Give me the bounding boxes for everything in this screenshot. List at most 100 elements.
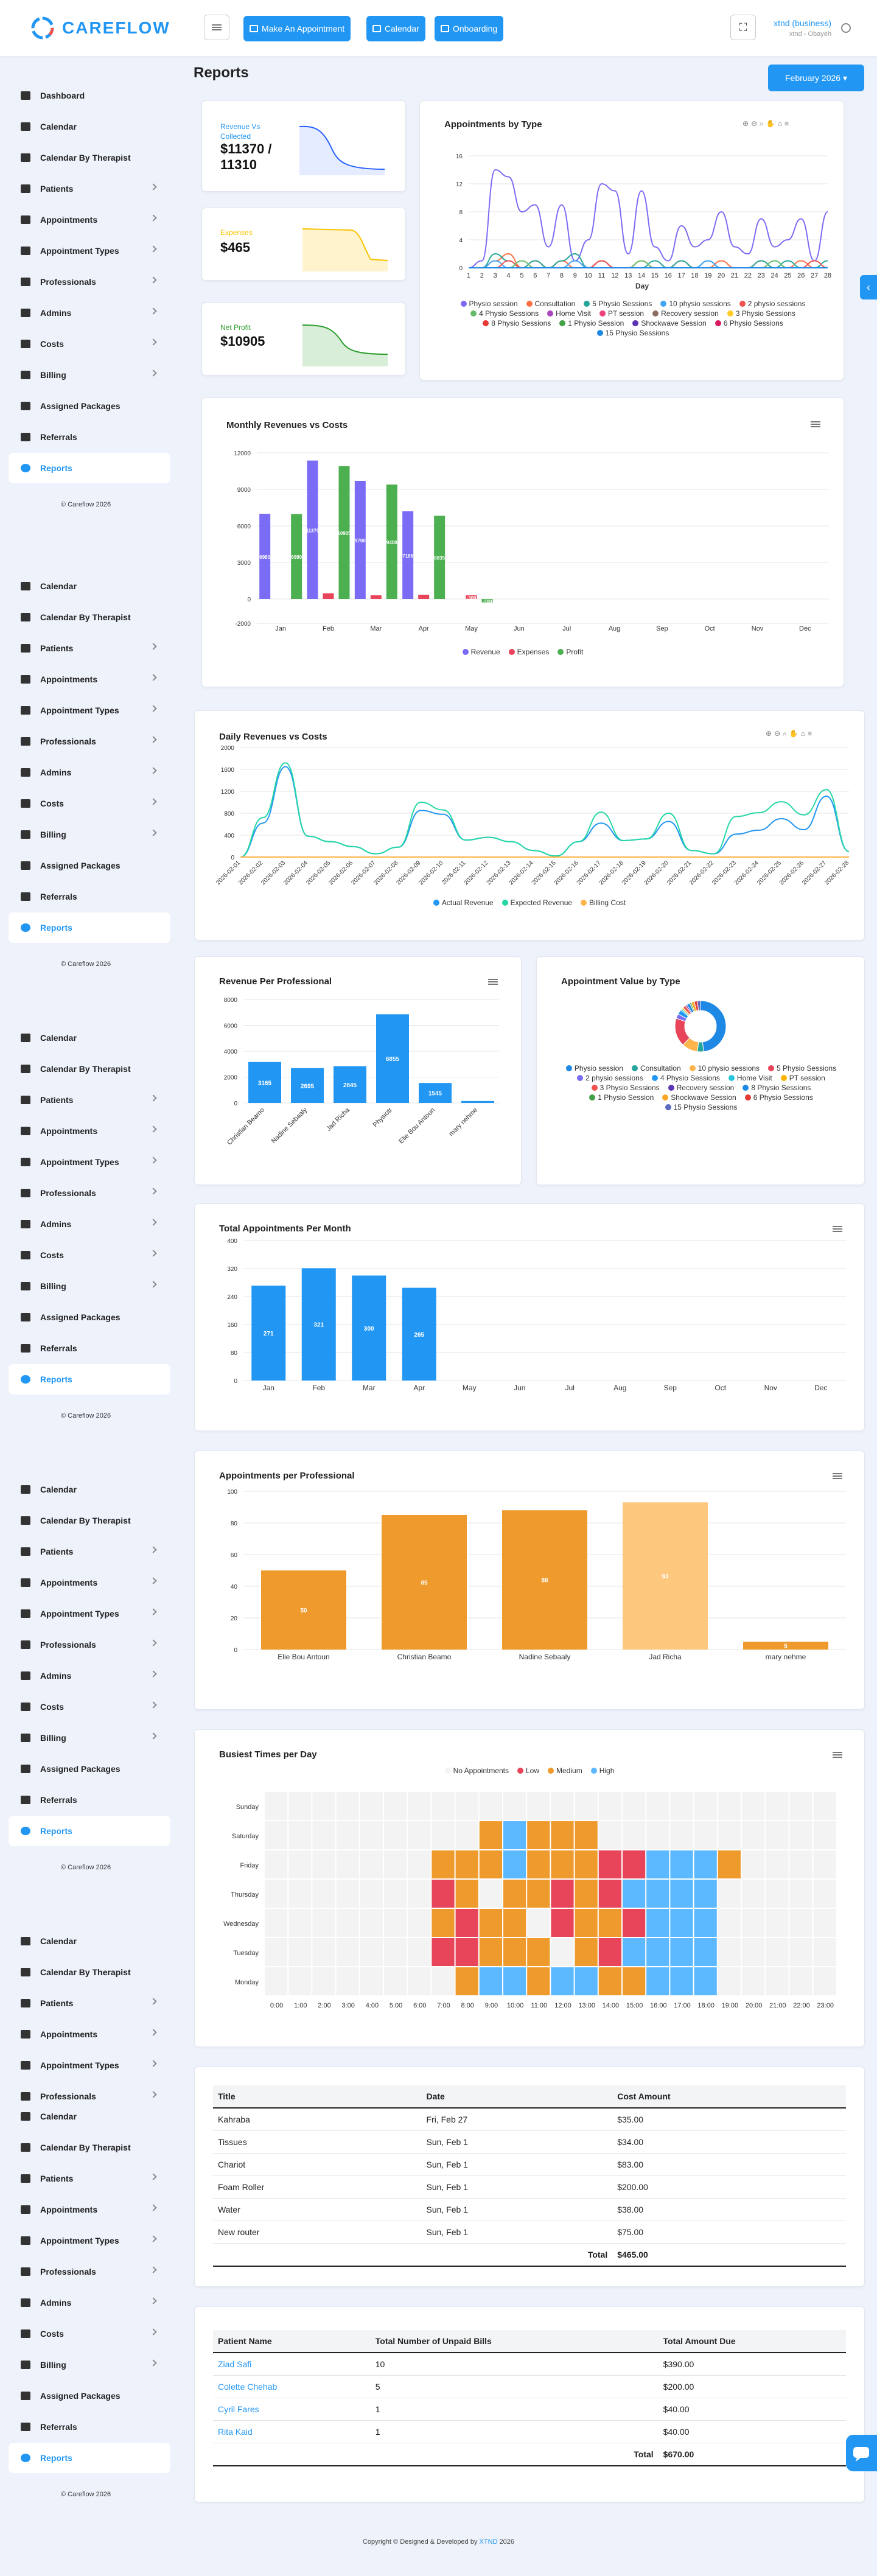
sidebar-item-calendar[interactable]: Calendar — [9, 2101, 170, 2132]
legend-item[interactable]: 4 Physio Sessions — [651, 1074, 720, 1082]
table-cell[interactable]: Rita Kaid — [213, 2420, 371, 2443]
legend-item[interactable]: 3 Physio Sessions — [727, 309, 795, 318]
sidebar-item-calendar[interactable]: Calendar — [9, 571, 170, 601]
sidebar-item-reports[interactable]: Reports — [9, 1364, 170, 1395]
sidebar-item-appointments[interactable]: Appointments — [9, 205, 170, 235]
sidebar-item-appointments[interactable]: Appointments — [9, 1567, 170, 1598]
legend-item[interactable]: Recovery session — [668, 1083, 734, 1092]
onboarding-button[interactable]: Onboarding — [435, 16, 504, 41]
legend-item[interactable]: 10 physio sessions — [660, 299, 731, 308]
legend-item[interactable]: 10 physio sessions — [689, 1064, 760, 1073]
careflow-logo[interactable]: CAREFLOW — [29, 15, 170, 41]
pan-icon[interactable]: ✋ — [789, 729, 798, 738]
zoom-out-icon[interactable]: ⊖ — [774, 729, 781, 738]
sidebar-item-calendar[interactable]: Calendar — [9, 1474, 170, 1505]
legend-item[interactable]: PT session — [780, 1074, 825, 1082]
sidebar-item-billing[interactable]: Billing — [9, 2350, 170, 2380]
menu-icon[interactable]: ≡ — [808, 729, 812, 738]
sidebar-item-appointment-types[interactable]: Appointment Types — [9, 1147, 170, 1177]
legend-item[interactable]: Home Visit — [728, 1074, 772, 1082]
legend-item[interactable]: Low — [517, 1766, 539, 1775]
legend-item[interactable]: Medium — [548, 1766, 582, 1775]
legend-item[interactable]: Physio session — [565, 1064, 623, 1073]
sidebar-item-appointment-types[interactable]: Appointment Types — [9, 2050, 170, 2081]
sidebar-item-billing[interactable]: Billing — [9, 1723, 170, 1753]
legend-item[interactable]: 4 Physio Sessions — [470, 309, 539, 318]
sidebar-item-costs[interactable]: Costs — [9, 1692, 170, 1722]
sidebar-item-calendar-by-therapist[interactable]: Calendar By Therapist — [9, 602, 170, 632]
sidebar-item-appointment-types[interactable]: Appointment Types — [9, 1598, 170, 1629]
table-cell[interactable]: Colette Chehab — [213, 2375, 371, 2398]
sidebar-item-admins[interactable]: Admins — [9, 757, 170, 788]
sidebar-item-appointments[interactable]: Appointments — [9, 1116, 170, 1146]
legend-item[interactable]: Actual Revenue — [433, 898, 494, 907]
legend-item[interactable]: No Appointments — [444, 1766, 509, 1775]
legend-item[interactable]: 5 Physio Sessions — [584, 299, 652, 308]
sidebar-item-calendar-by-therapist[interactable]: Calendar By Therapist — [9, 1505, 170, 1536]
sidebar-item-patients[interactable]: Patients — [9, 1085, 170, 1115]
legend-item[interactable]: 5 Physio Sessions — [768, 1064, 836, 1073]
magnifier-icon[interactable]: ⌕ — [760, 119, 764, 128]
table-cell[interactable]: Ziad Safi — [213, 2353, 371, 2376]
chart-toolbar[interactable]: ⊕ ⊖ ⌕ ✋ ⌂ ≡ — [766, 729, 812, 738]
legend-item[interactable]: Home Visit — [547, 309, 591, 318]
sidebar-item-professionals[interactable]: Professionals — [9, 1629, 170, 1660]
table-cell[interactable]: Cyril Fares — [213, 2398, 371, 2421]
sidebar-item-reports[interactable]: Reports — [9, 1816, 170, 1846]
legend-item[interactable]: Profit — [557, 648, 583, 656]
legend-item[interactable]: 8 Physio Sessions — [742, 1083, 811, 1092]
sidebar-item-referrals[interactable]: Referrals — [9, 1333, 170, 1363]
sidebar-item-referrals[interactable]: Referrals — [9, 881, 170, 912]
sidebar-item-appointments[interactable]: Appointments — [9, 664, 170, 695]
sidebar-item-appointments[interactable]: Appointments — [9, 2019, 170, 2049]
home-icon[interactable]: ⌂ — [800, 729, 806, 738]
sidebar-item-referrals[interactable]: Referrals — [9, 1785, 170, 1815]
legend-item[interactable]: Expected Revenue — [501, 898, 572, 907]
sidebar-item-appointments[interactable]: Appointments — [9, 2194, 170, 2225]
zoom-out-icon[interactable]: ⊖ — [751, 119, 758, 128]
sidebar-item-costs[interactable]: Costs — [9, 2319, 170, 2349]
sidebar-item-calendar-by-therapist[interactable]: Calendar By Therapist — [9, 2132, 170, 2163]
sidebar-item-patients[interactable]: Patients — [9, 2163, 170, 2194]
sidebar-item-calendar[interactable]: Calendar — [9, 111, 170, 142]
sidebar-item-professionals[interactable]: Professionals — [9, 726, 170, 757]
legend-item[interactable]: 1 Physio Session — [589, 1093, 654, 1102]
legend-item[interactable]: Expenses — [508, 648, 549, 656]
menu-toggle-button[interactable] — [204, 15, 229, 40]
sidebar-item-calendar-by-therapist[interactable]: Calendar By Therapist — [9, 1054, 170, 1084]
zoom-in-icon[interactable]: ⊕ — [766, 729, 772, 738]
sidebar-item-referrals[interactable]: Referrals — [9, 2412, 170, 2442]
user-icon[interactable] — [841, 23, 851, 33]
legend-item[interactable]: Billing Cost — [581, 898, 626, 907]
sidebar-item-assigned-packages[interactable]: Assigned Packages — [9, 391, 170, 421]
fullscreen-button[interactable]: ⛶ — [730, 15, 756, 40]
sidebar-item-admins[interactable]: Admins — [9, 1209, 170, 1239]
sidebar-item-referrals[interactable]: Referrals — [9, 422, 170, 452]
pan-icon[interactable]: ✋ — [766, 119, 775, 128]
chat-button[interactable] — [846, 2435, 877, 2471]
sidebar-item-admins[interactable]: Admins — [9, 1661, 170, 1691]
zoom-in-icon[interactable]: ⊕ — [742, 119, 749, 128]
menu-icon[interactable]: ≡ — [784, 119, 789, 128]
sidebar-item-reports[interactable]: Reports — [9, 912, 170, 943]
sidebar-item-professionals[interactable]: Professionals — [9, 2081, 170, 2112]
sidebar-item-patients[interactable]: Patients — [9, 173, 170, 204]
chart-menu-icon[interactable] — [488, 979, 498, 985]
legend-item[interactable]: 8 Physio Sessions — [483, 319, 551, 327]
chart-menu-icon[interactable] — [833, 1752, 842, 1758]
sidebar-item-appointment-types[interactable]: Appointment Types — [9, 236, 170, 266]
chart-menu-icon[interactable] — [833, 1226, 842, 1232]
legend-item[interactable]: 1 Physio Session — [559, 319, 624, 327]
legend-item[interactable]: 15 Physio Sessions — [596, 329, 669, 337]
home-icon[interactable]: ⌂ — [777, 119, 783, 128]
sidebar-item-appointment-types[interactable]: Appointment Types — [9, 2225, 170, 2256]
legend-item[interactable]: Shockwave Session — [632, 319, 707, 327]
sidebar-item-billing[interactable]: Billing — [9, 819, 170, 850]
legend-item[interactable]: Shockwave Session — [662, 1093, 736, 1102]
chart-toolbar[interactable]: ⊕ ⊖ ⌕ ✋ ⌂ ≡ — [742, 119, 789, 128]
chart-menu-icon[interactable] — [833, 1473, 842, 1479]
sidebar-item-costs[interactable]: Costs — [9, 1240, 170, 1270]
legend-item[interactable]: Consultation — [631, 1064, 681, 1073]
sidebar-item-admins[interactable]: Admins — [9, 298, 170, 328]
sidebar-item-calendar[interactable]: Calendar — [9, 1926, 170, 1956]
